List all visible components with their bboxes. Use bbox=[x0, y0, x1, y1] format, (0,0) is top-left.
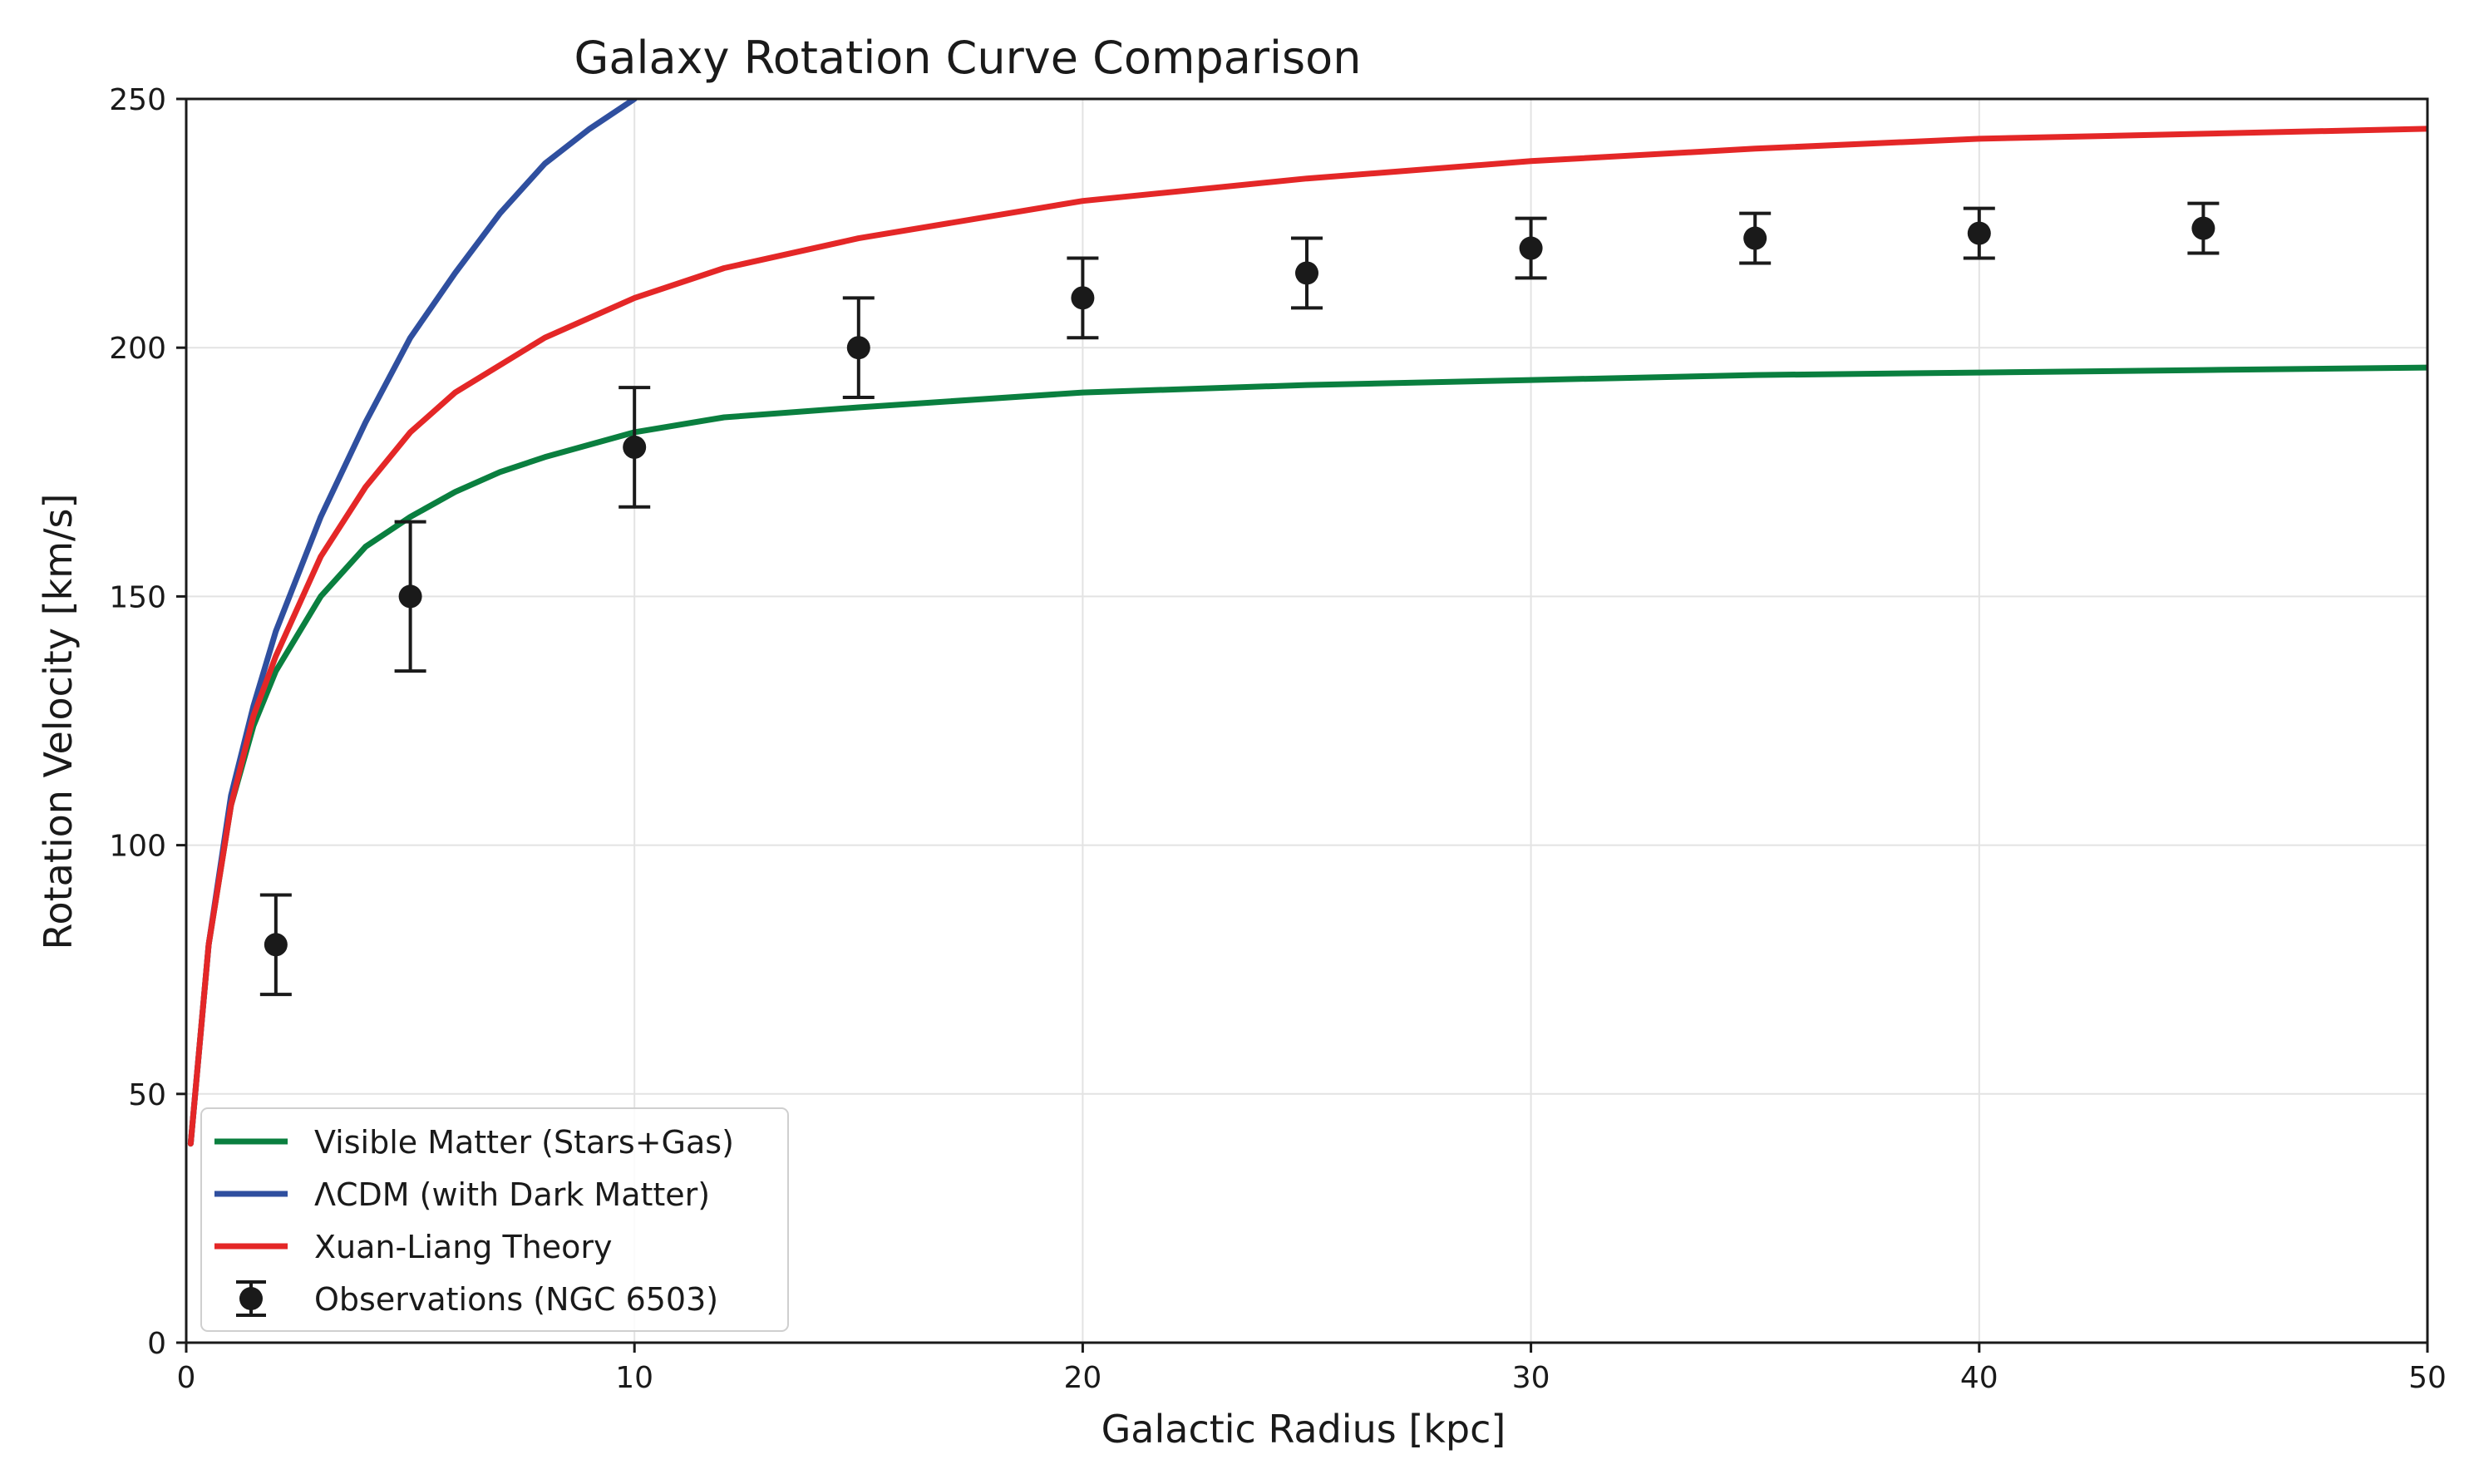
legend-label: Xuan-Liang Theory bbox=[314, 1229, 613, 1265]
y-axis-label: Rotation Velocity [km/s] bbox=[36, 494, 81, 950]
plot-area-frame bbox=[185, 97, 2429, 1344]
chart-title: Galaxy Rotation Curve Comparison bbox=[574, 32, 1362, 84]
y-tick-label: 50 bbox=[128, 1078, 166, 1112]
x-axis-label: Galactic Radius [kpc] bbox=[1101, 1407, 1506, 1452]
y-tick-label: 100 bbox=[109, 830, 166, 864]
x-tick-label: 50 bbox=[2408, 1361, 2447, 1395]
legend-label: Visible Matter (Stars+Gas) bbox=[314, 1124, 734, 1161]
observation-point bbox=[398, 584, 422, 609]
x-tick-label: 20 bbox=[1063, 1361, 1101, 1395]
series-line-1 bbox=[187, 364, 2427, 1147]
x-tick-label: 10 bbox=[615, 1361, 653, 1395]
legend-marker bbox=[239, 1287, 263, 1310]
legend: Visible Matter (Stars+Gas) ΛCDM (with Dar… bbox=[200, 1107, 789, 1332]
x-tick-label: 30 bbox=[1512, 1361, 1550, 1395]
y-tick-label: 200 bbox=[109, 332, 166, 366]
observation-point bbox=[623, 435, 647, 459]
observation-point bbox=[1743, 226, 1767, 250]
observation-point bbox=[264, 933, 288, 957]
legend-label: Observations (NGC 6503) bbox=[314, 1281, 718, 1318]
legend-box bbox=[200, 1107, 789, 1332]
axis-ticks: 0 10 20 30 40 50 0 50 100 150 200 250 bbox=[109, 83, 2447, 1395]
observation-point bbox=[1071, 286, 1095, 310]
observation-point bbox=[1519, 236, 1543, 260]
y-tick-label: 250 bbox=[109, 83, 166, 117]
y-tick-label: 0 bbox=[147, 1327, 166, 1361]
observation-point bbox=[1295, 261, 1318, 285]
observation-point bbox=[2191, 216, 2215, 240]
observation-point bbox=[1967, 221, 1991, 245]
series-line-3 bbox=[187, 126, 2427, 1147]
legend-label: ΛCDM (with Dark Matter) bbox=[314, 1176, 710, 1213]
y-tick-label: 150 bbox=[109, 580, 166, 614]
series-lines bbox=[187, 99, 2427, 1147]
x-tick-label: 0 bbox=[177, 1361, 196, 1395]
observations-layer bbox=[259, 201, 2220, 997]
observation-point bbox=[846, 336, 870, 360]
series-line-2 bbox=[187, 99, 638, 1147]
x-tick-label: 40 bbox=[1960, 1361, 1998, 1395]
